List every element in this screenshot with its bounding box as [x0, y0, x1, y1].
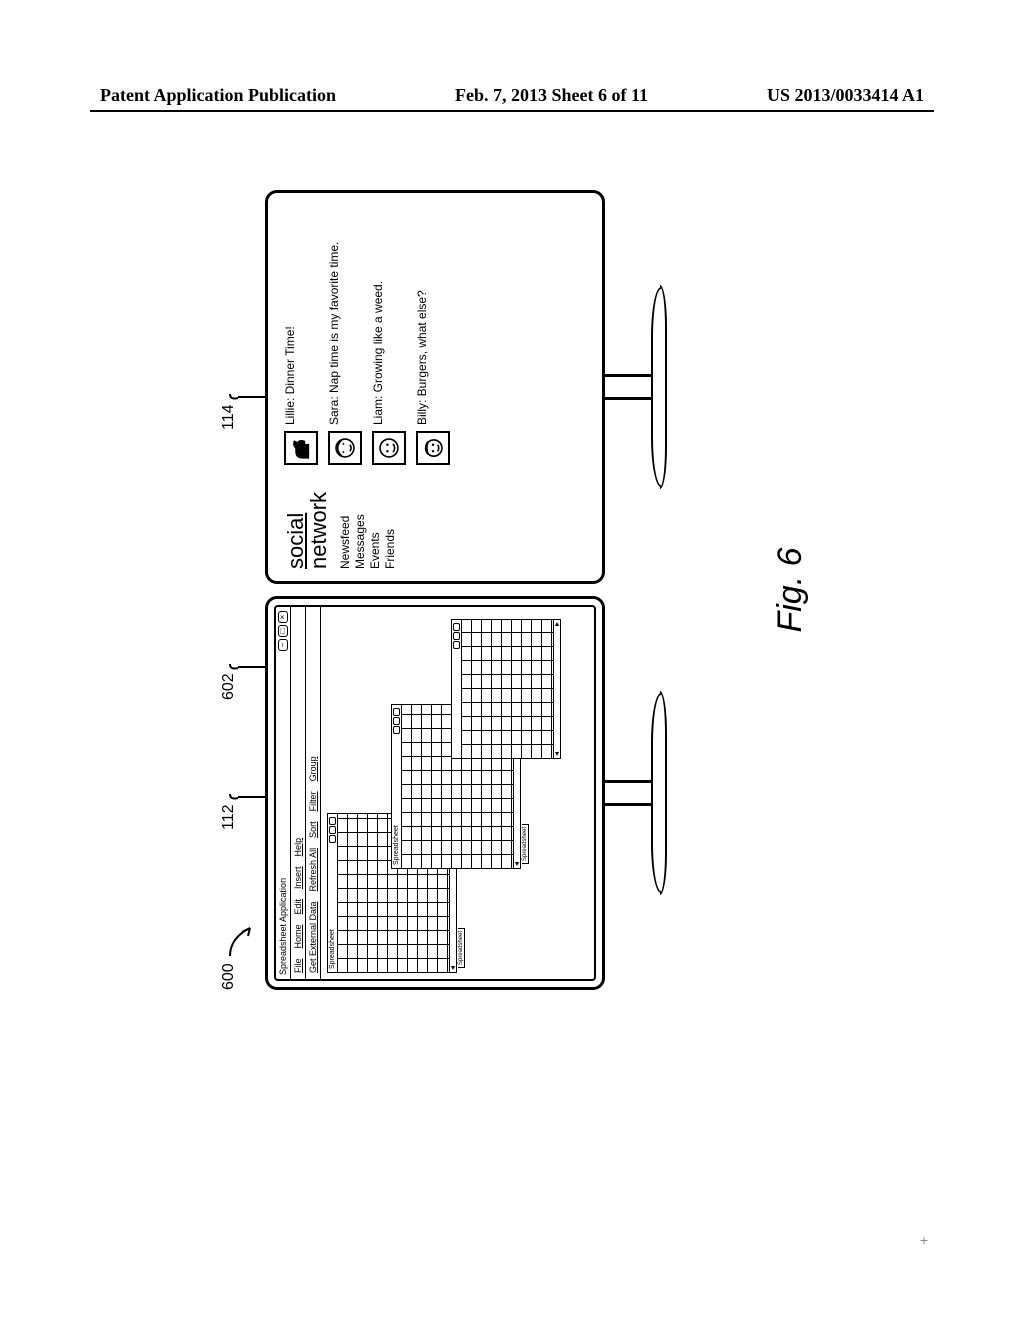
- monitor-stand-base: [651, 287, 661, 487]
- ref-602-line: [238, 666, 266, 668]
- brand-bottom: network: [307, 469, 330, 569]
- monitor-left: Spreadsheet Application – □ × File Home …: [265, 596, 705, 990]
- window-controls: – □ ×: [278, 611, 288, 651]
- workspace: Spreadsheet Spreadsheet Spreadsheet Spre…: [321, 607, 594, 979]
- sheet-tab[interactable]: Spreadsheet: [458, 928, 465, 968]
- doc-titlebar: Spreadsheet: [392, 705, 402, 868]
- feed-text: Billy: Burgers, what else?: [416, 290, 430, 425]
- doc-close-icon[interactable]: [453, 623, 460, 631]
- avatar-icon: [328, 431, 362, 465]
- monitors-row: Spreadsheet Application – □ × File Home …: [265, 190, 705, 990]
- app-title-bar: Spreadsheet Application – □ ×: [276, 607, 291, 979]
- brand-top: social: [284, 469, 307, 569]
- ref-112-line: [238, 796, 266, 798]
- registration-mark: +: [920, 1232, 928, 1248]
- doc-titlebar: [452, 620, 462, 758]
- figure-6: 600 112 602 114 Spread: [220, 190, 800, 990]
- avatar-icon: [372, 431, 406, 465]
- doc-min-icon[interactable]: [329, 835, 336, 843]
- menu-insert[interactable]: Insert: [293, 866, 303, 889]
- ref-600: 600: [220, 963, 238, 990]
- tool-refresh[interactable]: Refresh All: [308, 848, 318, 892]
- menu-help[interactable]: Help: [293, 838, 303, 857]
- feed-text: Liam: Growing like a weed.: [372, 281, 386, 425]
- social-brand: social network: [284, 469, 330, 569]
- toolbar: Get External Data Refresh All Sort Filte…: [306, 607, 321, 979]
- feed-item: Billy: Burgers, what else?: [416, 205, 450, 465]
- header-rule: [90, 110, 934, 112]
- header-center: Feb. 7, 2013 Sheet 6 of 11: [455, 85, 648, 106]
- doc-close-icon[interactable]: [329, 817, 336, 825]
- doc-controls: [453, 623, 460, 649]
- social-nav: social network Newsfeed Messages Events …: [284, 469, 586, 569]
- doc-min-icon[interactable]: [453, 641, 460, 649]
- scrollbar[interactable]: [553, 620, 560, 758]
- feed-item: Liam: Growing like a weed.: [372, 205, 406, 465]
- ref-114-hook: [228, 390, 242, 410]
- doc-max-icon[interactable]: [453, 632, 460, 640]
- nav-messages[interactable]: Messages: [353, 469, 368, 569]
- menu-file[interactable]: File: [293, 958, 303, 973]
- feed-text: Lillie: Dinner Time!: [284, 326, 298, 425]
- monitor-stand-base: [651, 693, 661, 893]
- tool-group[interactable]: Group: [308, 756, 318, 781]
- menu-edit[interactable]: Edit: [293, 899, 303, 915]
- doc-title: Spreadsheet: [329, 929, 336, 969]
- avatar-icon: [284, 431, 318, 465]
- doc-title: Spreadsheet: [393, 825, 400, 865]
- close-button[interactable]: ×: [278, 611, 288, 623]
- app-title: Spreadsheet Application: [278, 878, 288, 975]
- spreadsheet-grid[interactable]: [462, 620, 553, 758]
- doc-controls: [329, 817, 336, 843]
- monitor-stand-neck: [603, 780, 653, 806]
- doc-max-icon[interactable]: [393, 717, 400, 725]
- feed-text: Sara: Nap time is my favorite time.: [328, 242, 342, 425]
- nav-list: Newsfeed Messages Events Friends: [338, 469, 398, 569]
- feed: Lillie: Dinner Time! Sara: Nap time is m…: [284, 205, 586, 469]
- figure-caption: Fig. 6: [771, 547, 810, 632]
- social-app: social network Newsfeed Messages Events …: [274, 199, 596, 575]
- nav-events[interactable]: Events: [368, 469, 383, 569]
- sheet-tab[interactable]: Spreadsheet: [522, 824, 529, 864]
- monitor-stand-neck: [603, 374, 653, 400]
- nav-newsfeed[interactable]: Newsfeed: [338, 469, 353, 569]
- menu-bar: File Home Edit Insert Help: [291, 607, 306, 979]
- feed-item: Sara: Nap time is my favorite time.: [328, 205, 362, 465]
- avatar-icon: [416, 431, 450, 465]
- tool-get-external[interactable]: Get External Data: [308, 901, 318, 973]
- doc-window[interactable]: [451, 619, 561, 759]
- ref-114-line: [238, 396, 266, 398]
- maximize-button[interactable]: □: [278, 625, 288, 637]
- header-right: US 2013/0033414 A1: [767, 85, 924, 106]
- nav-friends[interactable]: Friends: [383, 469, 398, 569]
- spreadsheet-app: Spreadsheet Application – □ × File Home …: [274, 605, 596, 981]
- feed-item: Lillie: Dinner Time!: [284, 205, 318, 465]
- doc-close-icon[interactable]: [393, 708, 400, 716]
- ref-600-arrow: [228, 918, 258, 958]
- ref-112-hook: [228, 790, 242, 810]
- ref-602-hook: [228, 660, 242, 680]
- screen-left: Spreadsheet Application – □ × File Home …: [265, 596, 605, 990]
- minimize-button[interactable]: –: [278, 639, 288, 651]
- doc-titlebar: Spreadsheet: [328, 814, 338, 972]
- doc-min-icon[interactable]: [393, 726, 400, 734]
- tool-sort[interactable]: Sort: [308, 821, 318, 838]
- menu-home[interactable]: Home: [293, 924, 303, 948]
- page-header: Patent Application Publication Feb. 7, 2…: [0, 85, 1024, 106]
- doc-controls: [393, 708, 400, 734]
- header-left: Patent Application Publication: [100, 85, 336, 106]
- screen-right: social network Newsfeed Messages Events …: [265, 190, 605, 584]
- tool-filter[interactable]: Filter: [308, 791, 318, 811]
- doc-max-icon[interactable]: [329, 826, 336, 834]
- monitor-right: social network Newsfeed Messages Events …: [265, 190, 705, 584]
